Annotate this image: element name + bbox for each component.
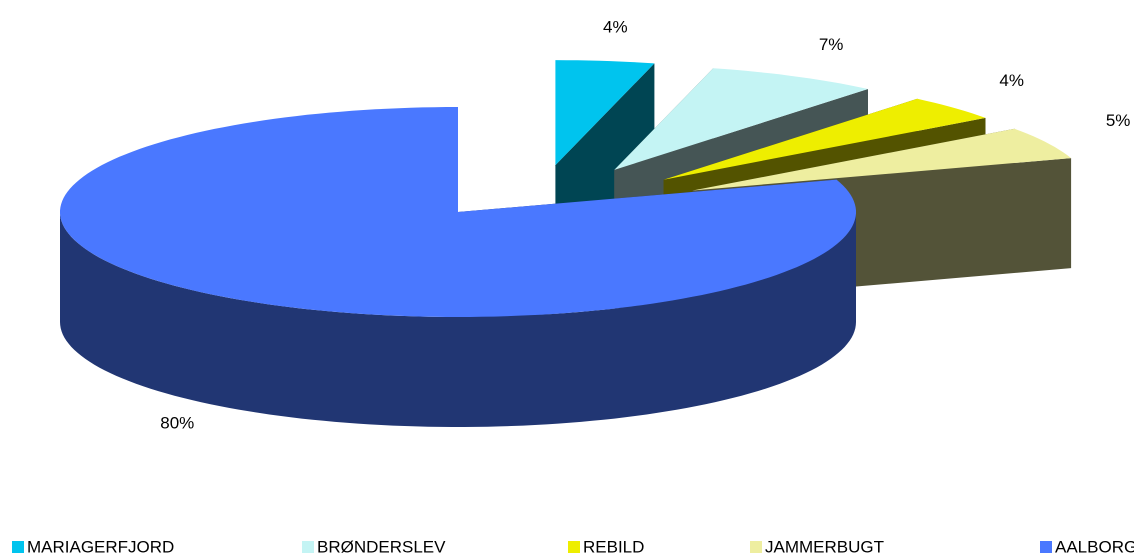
slice xyxy=(555,60,655,166)
legend-label: JAMMERBUGT xyxy=(765,537,884,556)
slice xyxy=(663,98,986,180)
data-label: 4% xyxy=(603,18,628,37)
data-label: 80% xyxy=(160,413,194,432)
legend-label: BRØNDERSLEV xyxy=(317,537,446,556)
slice-wall xyxy=(60,212,856,427)
data-label: 7% xyxy=(819,35,844,54)
legend-label: REBILD xyxy=(583,537,644,556)
slice xyxy=(60,107,856,317)
legend-swatch xyxy=(1040,541,1052,553)
legend-swatch xyxy=(12,541,24,553)
legend-label: AALBORG xyxy=(1055,537,1134,556)
legend-label: MARIAGERFJORD xyxy=(27,537,174,556)
data-label: 4% xyxy=(999,71,1024,90)
legend-swatch xyxy=(568,541,580,553)
slice xyxy=(692,128,1072,191)
legend-swatch xyxy=(750,541,762,553)
legend-swatch xyxy=(302,541,314,553)
slice xyxy=(614,68,868,170)
data-label: 5% xyxy=(1106,111,1131,130)
